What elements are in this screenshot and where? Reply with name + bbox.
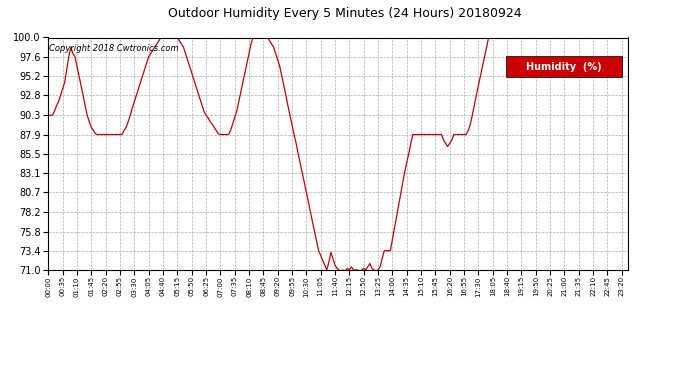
FancyBboxPatch shape [506, 56, 622, 77]
Text: Outdoor Humidity Every 5 Minutes (24 Hours) 20180924: Outdoor Humidity Every 5 Minutes (24 Hou… [168, 8, 522, 21]
Text: Copyright 2018 Cwtronics.com: Copyright 2018 Cwtronics.com [50, 45, 179, 54]
Text: Humidity  (%): Humidity (%) [526, 62, 602, 72]
